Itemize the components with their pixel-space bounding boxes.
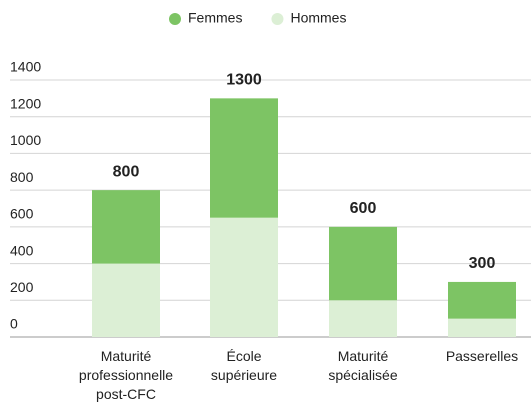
x-tick-label: Maturité spécialisée — [328, 348, 397, 383]
legend-label: Femmes — [188, 10, 242, 26]
y-tick-label: 1200 — [10, 95, 41, 111]
total-label: 800 — [113, 163, 140, 180]
y-tick-label: 1400 — [10, 59, 41, 75]
y-tick-label: 200 — [10, 279, 34, 295]
bar-segment — [92, 190, 160, 264]
legend-swatch — [271, 13, 284, 25]
y-tick-label: 600 — [10, 206, 34, 222]
y-tick-label: 400 — [10, 242, 34, 258]
x-tick-label: Maturité professionnelle post-CFC — [79, 348, 173, 402]
total-label: 600 — [350, 200, 377, 217]
bar-segment — [329, 226, 397, 301]
bar-segment — [329, 300, 397, 337]
bar-segment — [92, 263, 160, 337]
x-tick-label: École supérieure — [211, 348, 277, 383]
x-tick-label: Passerelles — [446, 348, 518, 364]
total-label: 300 — [469, 255, 496, 272]
bar-segment — [448, 318, 516, 337]
bar-segment — [210, 217, 278, 337]
y-tick-label: 800 — [10, 169, 34, 185]
legend-label: Hommes — [290, 10, 346, 26]
y-tick-label: 0 — [10, 316, 18, 332]
bar-segment — [210, 98, 278, 218]
total-label: 1300 — [226, 72, 262, 89]
bar-segment — [448, 281, 516, 319]
legend-swatch — [169, 13, 181, 25]
y-tick-label: 1000 — [10, 132, 41, 148]
